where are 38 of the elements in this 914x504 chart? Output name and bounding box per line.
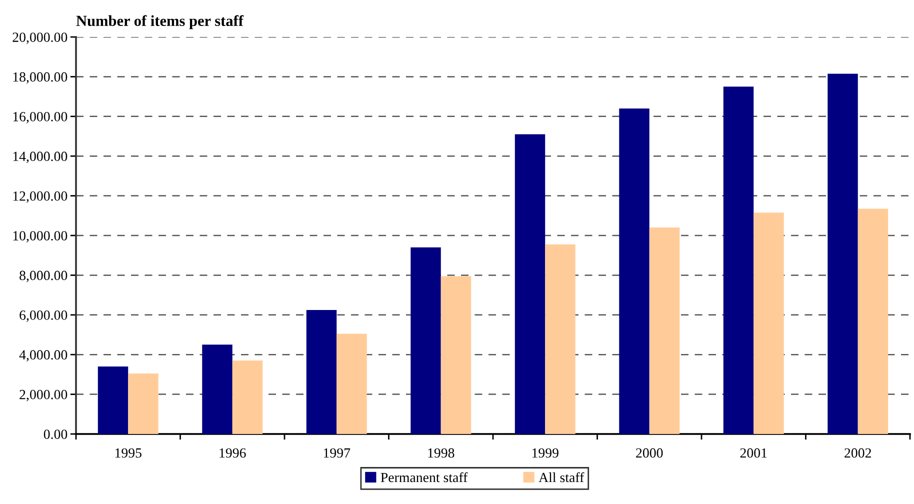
y-tick-label: 2,000.00: [20, 390, 68, 402]
y-tick-label: 6,000.00: [20, 310, 68, 322]
y-tick-label: 14,000.00: [13, 152, 68, 164]
x-tick-label: 1999: [532, 448, 558, 458]
bar: [128, 373, 158, 434]
x-tick-label: 2001: [740, 448, 767, 458]
legend-label: All staff: [538, 472, 584, 482]
x-tick-label: 1997: [324, 448, 350, 458]
bar: [619, 108, 650, 434]
bar: [202, 344, 232, 434]
bar: [410, 247, 441, 434]
x-tick-label: 1996: [220, 448, 246, 458]
bar: [858, 208, 888, 434]
y-tick-label: 10,000.00: [13, 231, 68, 242]
bar: [514, 134, 546, 434]
x-tick-label: 1998: [428, 448, 454, 458]
bar: [98, 366, 128, 434]
bar: [754, 212, 784, 434]
chart-title: Number of items per staff: [76, 15, 244, 30]
y-tick-label: 0.00: [44, 430, 68, 440]
y-tick-label: 20,000.00: [12, 32, 68, 44]
bar: [649, 228, 680, 434]
x-tick-label: 1995: [115, 448, 142, 458]
bar: [336, 334, 367, 434]
y-tick-label: 16,000.00: [13, 112, 68, 124]
bar: [723, 86, 754, 434]
legend-label: Permanent staff: [380, 472, 468, 482]
y-tick-label: 8,000.00: [20, 270, 68, 282]
bar: [828, 74, 858, 434]
y-tick-label: 4,000.00: [19, 350, 68, 362]
bar: [440, 276, 472, 434]
x-tick-label: 2002: [844, 448, 871, 458]
y-tick-label: 18,000.00: [13, 72, 68, 84]
bar: [545, 244, 576, 434]
y-tick-label: 12,000.00: [13, 191, 68, 203]
x-tick-label: 2000: [636, 448, 663, 458]
bar: [306, 310, 337, 434]
bar: [232, 360, 263, 434]
